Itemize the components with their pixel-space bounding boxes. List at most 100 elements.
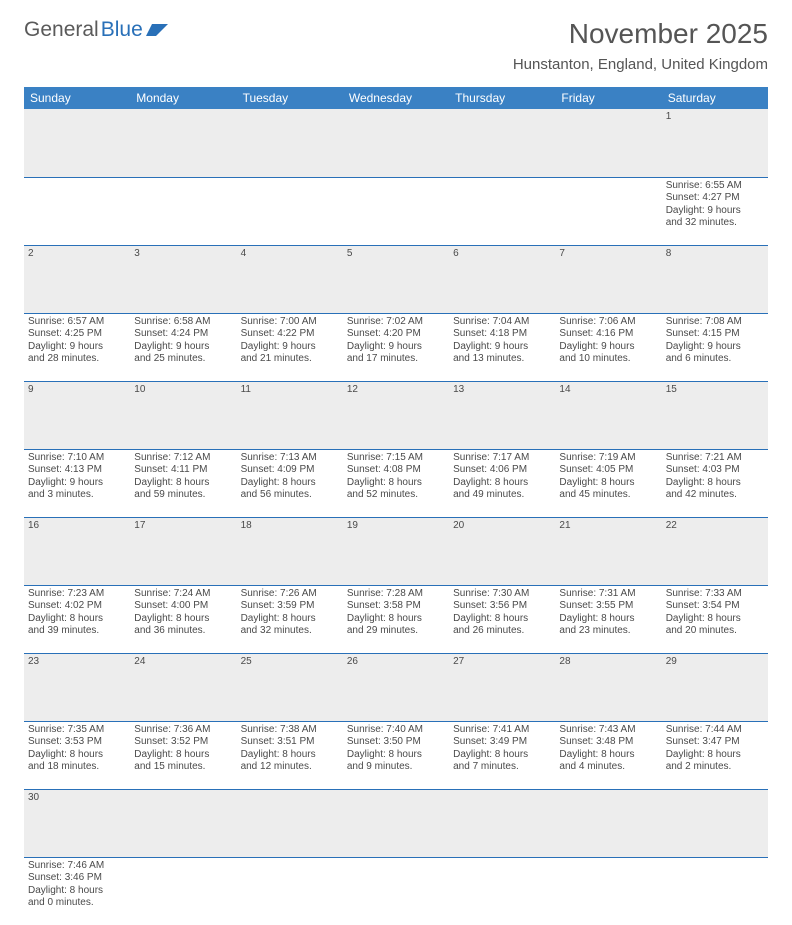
day-cell: Sunrise: 7:21 AMSunset: 4:03 PMDaylight:… bbox=[662, 449, 768, 517]
cell-day1: Daylight: 8 hours bbox=[666, 749, 764, 762]
cell-day2: and 17 minutes. bbox=[347, 353, 445, 366]
cell-day1: Daylight: 8 hours bbox=[559, 613, 657, 626]
daynum-row: 1 bbox=[24, 109, 768, 177]
weekday-header: Wednesday bbox=[343, 87, 449, 109]
cell-day1: Daylight: 8 hours bbox=[453, 613, 551, 626]
cell-sunset: Sunset: 4:15 PM bbox=[666, 328, 764, 341]
weekday-header: Friday bbox=[555, 87, 661, 109]
weekday-header: Thursday bbox=[449, 87, 555, 109]
cell-day2: and 10 minutes. bbox=[559, 353, 657, 366]
cell-sunrise: Sunrise: 7:06 AM bbox=[559, 316, 657, 329]
cell-sunset: Sunset: 3:46 PM bbox=[28, 872, 126, 885]
day-number bbox=[237, 109, 343, 177]
day-cell bbox=[555, 177, 661, 245]
cell-day1: Daylight: 9 hours bbox=[559, 341, 657, 354]
cell-day2: and 7 minutes. bbox=[453, 761, 551, 774]
weekday-header: Tuesday bbox=[237, 87, 343, 109]
day-cell: Sunrise: 7:13 AMSunset: 4:09 PMDaylight:… bbox=[237, 449, 343, 517]
cell-day1: Daylight: 9 hours bbox=[347, 341, 445, 354]
header: GeneralBlue November 2025 Hunstanton, En… bbox=[24, 18, 768, 73]
day-number: 11 bbox=[237, 381, 343, 449]
day-cell: Sunrise: 7:30 AMSunset: 3:56 PMDaylight:… bbox=[449, 585, 555, 653]
logo-flag-icon bbox=[146, 22, 168, 38]
day-cell: Sunrise: 7:02 AMSunset: 4:20 PMDaylight:… bbox=[343, 313, 449, 381]
cell-sunset: Sunset: 4:09 PM bbox=[241, 464, 339, 477]
day-cell: Sunrise: 7:24 AMSunset: 4:00 PMDaylight:… bbox=[130, 585, 236, 653]
cell-day1: Daylight: 9 hours bbox=[28, 341, 126, 354]
cell-day2: and 3 minutes. bbox=[28, 489, 126, 502]
day-cell bbox=[130, 857, 236, 925]
cell-day2: and 45 minutes. bbox=[559, 489, 657, 502]
day-cell bbox=[343, 177, 449, 245]
day-number: 28 bbox=[555, 653, 661, 721]
daynum-row: 9101112131415 bbox=[24, 381, 768, 449]
cell-sunrise: Sunrise: 7:40 AM bbox=[347, 724, 445, 737]
cell-sunrise: Sunrise: 7:13 AM bbox=[241, 452, 339, 465]
cell-day2: and 36 minutes. bbox=[134, 625, 232, 638]
day-number: 29 bbox=[662, 653, 768, 721]
cell-sunset: Sunset: 3:52 PM bbox=[134, 736, 232, 749]
day-number: 8 bbox=[662, 245, 768, 313]
cell-day1: Daylight: 9 hours bbox=[666, 205, 764, 218]
cell-sunset: Sunset: 3:59 PM bbox=[241, 600, 339, 613]
cell-sunset: Sunset: 3:55 PM bbox=[559, 600, 657, 613]
day-cell: Sunrise: 7:06 AMSunset: 4:16 PMDaylight:… bbox=[555, 313, 661, 381]
day-cell: Sunrise: 7:43 AMSunset: 3:48 PMDaylight:… bbox=[555, 721, 661, 789]
daynum-row: 30 bbox=[24, 789, 768, 857]
cell-sunrise: Sunrise: 7:28 AM bbox=[347, 588, 445, 601]
cell-sunrise: Sunrise: 6:55 AM bbox=[666, 180, 764, 193]
day-cell: Sunrise: 7:23 AMSunset: 4:02 PMDaylight:… bbox=[24, 585, 130, 653]
day-number: 16 bbox=[24, 517, 130, 585]
cell-sunset: Sunset: 3:53 PM bbox=[28, 736, 126, 749]
day-number: 27 bbox=[449, 653, 555, 721]
cell-sunrise: Sunrise: 7:10 AM bbox=[28, 452, 126, 465]
calendar-body: 1Sunrise: 6:55 AMSunset: 4:27 PMDaylight… bbox=[24, 109, 768, 925]
cell-day2: and 2 minutes. bbox=[666, 761, 764, 774]
day-number bbox=[662, 789, 768, 857]
day-number: 2 bbox=[24, 245, 130, 313]
day-number: 13 bbox=[449, 381, 555, 449]
cell-sunrise: Sunrise: 7:02 AM bbox=[347, 316, 445, 329]
cell-day2: and 4 minutes. bbox=[559, 761, 657, 774]
cell-day2: and 28 minutes. bbox=[28, 353, 126, 366]
cell-day1: Daylight: 8 hours bbox=[134, 749, 232, 762]
cell-sunset: Sunset: 4:08 PM bbox=[347, 464, 445, 477]
content-row: Sunrise: 7:35 AMSunset: 3:53 PMDaylight:… bbox=[24, 721, 768, 789]
cell-day1: Daylight: 9 hours bbox=[28, 477, 126, 490]
cell-sunset: Sunset: 4:18 PM bbox=[453, 328, 551, 341]
cell-day1: Daylight: 8 hours bbox=[28, 885, 126, 898]
cell-sunset: Sunset: 4:05 PM bbox=[559, 464, 657, 477]
day-cell: Sunrise: 7:35 AMSunset: 3:53 PMDaylight:… bbox=[24, 721, 130, 789]
day-cell: Sunrise: 7:44 AMSunset: 3:47 PMDaylight:… bbox=[662, 721, 768, 789]
content-row: Sunrise: 6:55 AMSunset: 4:27 PMDaylight:… bbox=[24, 177, 768, 245]
daynum-row: 16171819202122 bbox=[24, 517, 768, 585]
cell-day2: and 0 minutes. bbox=[28, 897, 126, 910]
cell-sunrise: Sunrise: 7:46 AM bbox=[28, 860, 126, 873]
cell-day2: and 26 minutes. bbox=[453, 625, 551, 638]
cell-day2: and 52 minutes. bbox=[347, 489, 445, 502]
day-number bbox=[449, 789, 555, 857]
cell-sunrise: Sunrise: 7:43 AM bbox=[559, 724, 657, 737]
cell-day2: and 20 minutes. bbox=[666, 625, 764, 638]
cell-day1: Daylight: 8 hours bbox=[559, 749, 657, 762]
cell-day1: Daylight: 8 hours bbox=[666, 477, 764, 490]
day-number: 23 bbox=[24, 653, 130, 721]
day-cell: Sunrise: 7:38 AMSunset: 3:51 PMDaylight:… bbox=[237, 721, 343, 789]
cell-sunset: Sunset: 3:49 PM bbox=[453, 736, 551, 749]
cell-sunrise: Sunrise: 7:00 AM bbox=[241, 316, 339, 329]
cell-day1: Daylight: 8 hours bbox=[453, 749, 551, 762]
cell-sunset: Sunset: 4:06 PM bbox=[453, 464, 551, 477]
cell-day1: Daylight: 8 hours bbox=[347, 477, 445, 490]
day-number: 9 bbox=[24, 381, 130, 449]
day-cell: Sunrise: 7:41 AMSunset: 3:49 PMDaylight:… bbox=[449, 721, 555, 789]
cell-sunrise: Sunrise: 7:36 AM bbox=[134, 724, 232, 737]
cell-sunset: Sunset: 4:03 PM bbox=[666, 464, 764, 477]
cell-sunrise: Sunrise: 7:23 AM bbox=[28, 588, 126, 601]
day-number: 25 bbox=[237, 653, 343, 721]
day-number: 12 bbox=[343, 381, 449, 449]
cell-sunrise: Sunrise: 7:30 AM bbox=[453, 588, 551, 601]
day-number bbox=[449, 109, 555, 177]
cell-sunrise: Sunrise: 7:04 AM bbox=[453, 316, 551, 329]
day-number: 20 bbox=[449, 517, 555, 585]
day-number: 5 bbox=[343, 245, 449, 313]
